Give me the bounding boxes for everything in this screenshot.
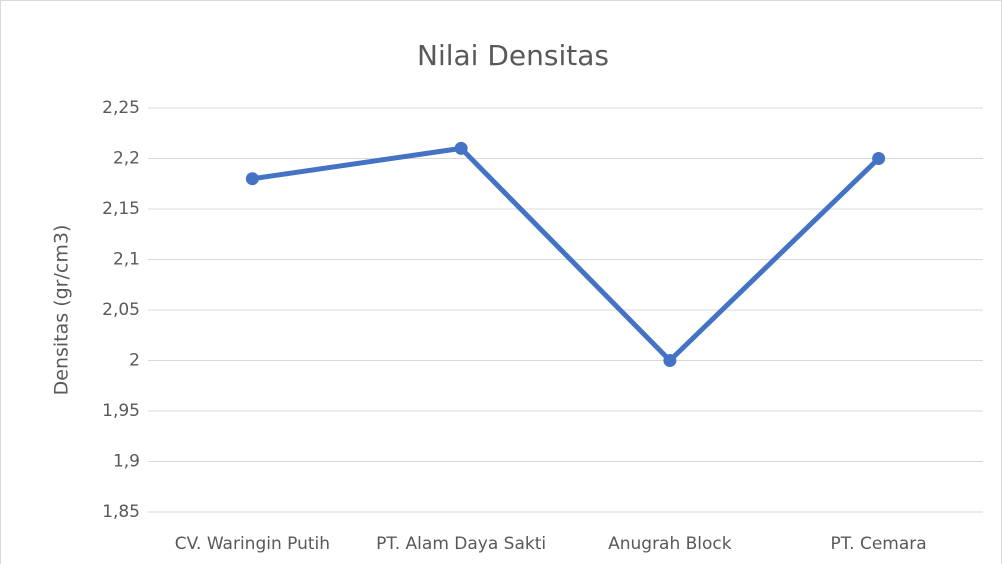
data-point (872, 152, 886, 165)
y-tick-label: 2,1 (113, 250, 140, 270)
data-point (663, 354, 677, 367)
data-line (252, 145, 881, 363)
x-tick-label: CV. Waringin Putih (175, 534, 330, 554)
data-point (454, 141, 468, 155)
y-axis-label: Densitas (gr/cm3) (51, 225, 73, 396)
y-tick-label: 2,05 (102, 300, 140, 320)
y-tick-label: 2,25 (102, 98, 140, 118)
x-tick-label: PT. Alam Daya Sakti (376, 534, 546, 554)
x-tick-label: Anugrah Block (608, 534, 732, 554)
y-tick-label: 1,95 (102, 401, 140, 421)
y-tick-label: 1,85 (102, 502, 140, 522)
chart-title: Nilai Densitas (417, 39, 609, 72)
y-tick-label: 2,15 (102, 199, 140, 219)
y-tick-label: 1,9 (113, 452, 140, 472)
x-tick-label: PT. Cemara (831, 534, 927, 554)
y-tick-label: 2 (129, 351, 140, 371)
data-point (245, 172, 259, 186)
y-tick-label: 2,2 (113, 149, 140, 169)
